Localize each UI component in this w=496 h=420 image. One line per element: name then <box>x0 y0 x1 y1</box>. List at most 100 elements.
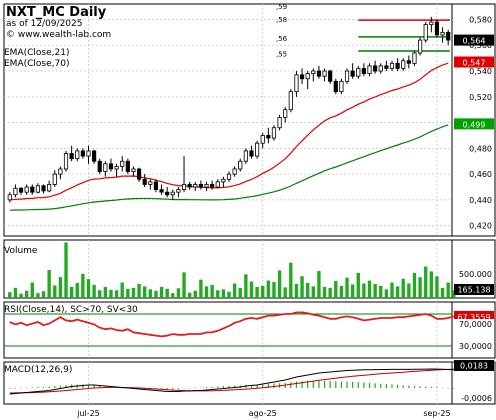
candle-body <box>103 163 108 172</box>
fib-level-label: ,56 <box>276 35 288 43</box>
macd-histogram-bar <box>346 381 348 388</box>
macd-histogram-bar <box>65 385 67 388</box>
macd-histogram-bar <box>9 388 11 389</box>
rsi-badge <box>454 310 494 322</box>
volume-badge <box>454 284 494 295</box>
candle-body <box>271 127 277 139</box>
macd-histogram-bar <box>228 385 230 388</box>
macd-histogram-bar <box>385 384 387 388</box>
ema21-line <box>9 62 449 201</box>
macd-panel <box>9 368 455 395</box>
candle-body <box>316 70 322 77</box>
candle-body <box>243 150 248 162</box>
macd-histogram-bar <box>441 387 444 389</box>
macd-histogram-bar <box>205 387 208 388</box>
volume-bar <box>98 290 102 298</box>
volume-bar <box>199 279 203 298</box>
panel-frame <box>3 361 453 405</box>
volume-bar <box>182 272 186 298</box>
volume-bar <box>367 280 372 298</box>
volume-bar <box>238 287 242 298</box>
candle-body <box>339 80 344 93</box>
macd-title: MACD(12,26,9) <box>4 365 72 375</box>
volume-bar <box>53 285 57 298</box>
macd-histogram-bar <box>54 386 56 388</box>
candle-body <box>283 109 288 118</box>
candle-body <box>165 191 170 196</box>
volume-bar <box>418 277 422 298</box>
macd-histogram-bar <box>273 383 275 388</box>
ytick-price: 0,520 <box>469 93 492 102</box>
macd-histogram-bar <box>172 388 174 390</box>
candle-body <box>30 186 35 193</box>
macd-histogram-bar <box>357 382 359 388</box>
macd-histogram-bar <box>290 382 292 388</box>
xtick-label: sep-25 <box>423 409 450 418</box>
candle-body <box>159 189 164 193</box>
candle-body <box>125 160 130 172</box>
macd-histogram-bar <box>217 386 219 388</box>
macd-histogram-bar <box>234 385 236 388</box>
macd-histogram-bar <box>295 381 298 388</box>
volume-bar <box>255 286 259 298</box>
price-badge <box>454 56 494 68</box>
volume-bar <box>187 292 192 298</box>
macd-histogram-bar <box>368 382 371 388</box>
volume-bar <box>165 288 169 298</box>
candle-body <box>148 181 153 185</box>
macd-histogram-bar <box>87 384 90 388</box>
volume-bar <box>435 276 439 298</box>
candle-body <box>215 181 220 188</box>
macd-histogram-bar <box>26 387 28 389</box>
fib-level-label: ,59 <box>276 3 287 11</box>
candle-body <box>277 117 282 129</box>
candle-body <box>63 153 69 170</box>
macd-histogram-bar <box>256 384 258 388</box>
volume-bar <box>272 282 276 298</box>
axes: 0,5800,5600,5400,5200,5000,4800,4600,440… <box>76 15 494 418</box>
macd-histogram-bar <box>301 381 303 388</box>
candle-body <box>120 160 125 167</box>
ema70-line <box>9 124 449 211</box>
candle-body <box>226 173 232 180</box>
candle-body <box>418 39 423 54</box>
macd-histogram-bar <box>436 387 438 388</box>
candle-body <box>361 68 366 74</box>
candle-body <box>52 173 57 185</box>
candle-body <box>344 70 350 82</box>
rsi-panel <box>4 311 455 347</box>
volume-bar <box>334 281 338 298</box>
macd-histogram-bar <box>329 381 331 388</box>
candle-body <box>434 21 440 36</box>
volume-bar <box>120 282 124 298</box>
volume-bar <box>362 283 366 298</box>
candle-body <box>221 178 226 183</box>
panel-frame <box>3 301 453 359</box>
volume-bar <box>58 277 63 298</box>
candle-body <box>328 70 333 82</box>
macd-hist-label: -0,0006 <box>461 394 492 403</box>
macd-histogram-bar <box>363 382 365 388</box>
candle-body <box>24 186 29 193</box>
volume-bar <box>148 289 153 298</box>
candle-body <box>136 168 142 180</box>
volume-bar <box>412 272 417 298</box>
volume-bar <box>339 285 344 298</box>
candle-body <box>401 60 406 69</box>
macd-badge <box>454 360 494 371</box>
volume-bar <box>429 271 434 298</box>
candle-body <box>75 150 80 160</box>
legend-ema21: EMA(Close,21) <box>4 48 69 58</box>
ytick-rsi: 30,0000 <box>459 342 492 351</box>
candle-body <box>367 65 372 75</box>
site-credit: © www.wealth-lab.com <box>6 30 111 40</box>
macd-histogram-bar <box>402 385 404 388</box>
volume-bar <box>19 293 23 298</box>
ytick-price: 0,480 <box>469 144 492 153</box>
volume-bar <box>249 281 254 298</box>
rsi-title: RSI(Close,14), SC>70, SV<30 <box>4 305 138 315</box>
volume-bar <box>8 292 12 298</box>
macd-histogram-bar <box>425 386 427 388</box>
candle-body <box>288 91 293 111</box>
